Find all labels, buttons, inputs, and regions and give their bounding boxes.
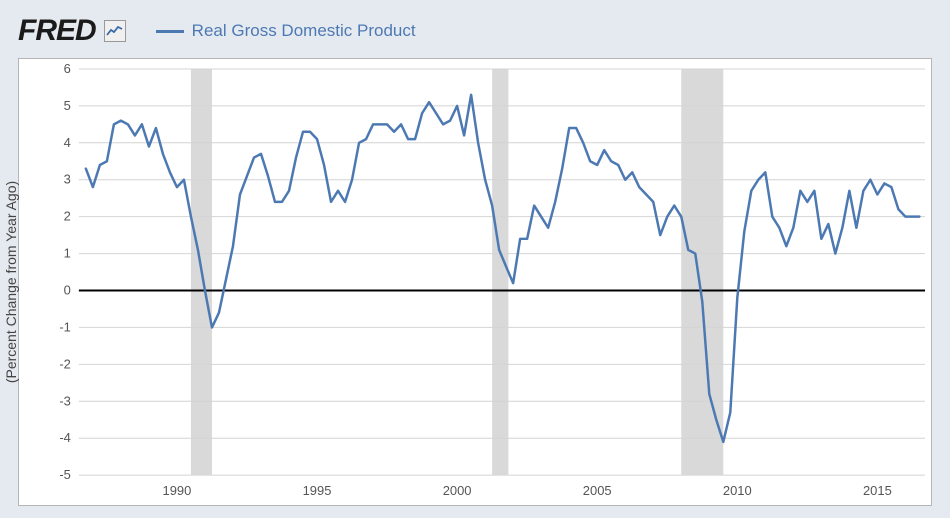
chart-header: FRED Real Gross Domestic Product (18, 14, 416, 48)
svg-text:2: 2 (64, 209, 71, 224)
y-axis-label: (Percent Change from Year Ago) (3, 181, 19, 383)
fred-logo-icon (104, 20, 126, 42)
legend-swatch (156, 30, 184, 33)
svg-text:5: 5 (64, 98, 71, 113)
svg-text:-2: -2 (59, 356, 71, 371)
svg-text:2015: 2015 (863, 483, 892, 498)
svg-text:0: 0 (64, 283, 71, 298)
svg-text:1990: 1990 (163, 483, 192, 498)
svg-text:-3: -3 (59, 393, 71, 408)
svg-text:1995: 1995 (303, 483, 332, 498)
svg-text:-5: -5 (59, 467, 71, 482)
svg-text:6: 6 (64, 61, 71, 76)
chart-container: (Percent Change from Year Ago) -5-4-3-2-… (18, 58, 932, 506)
svg-text:4: 4 (64, 135, 71, 150)
svg-text:-4: -4 (59, 430, 71, 445)
line-chart: -5 -4 -3 -2 -1 0 1 2 3 4 5 6 1990 1995 2000 2005 2010 201… (19, 59, 931, 505)
svg-text:-1: -1 (59, 319, 71, 334)
svg-text:3: 3 (64, 172, 71, 187)
svg-text:2005: 2005 (583, 483, 612, 498)
svg-text:2010: 2010 (723, 483, 752, 498)
svg-text:2000: 2000 (443, 483, 472, 498)
fred-logo: FRED (18, 14, 96, 48)
legend: Real Gross Domestic Product (156, 21, 416, 41)
legend-label: Real Gross Domestic Product (192, 21, 416, 41)
svg-text:1: 1 (64, 246, 71, 261)
